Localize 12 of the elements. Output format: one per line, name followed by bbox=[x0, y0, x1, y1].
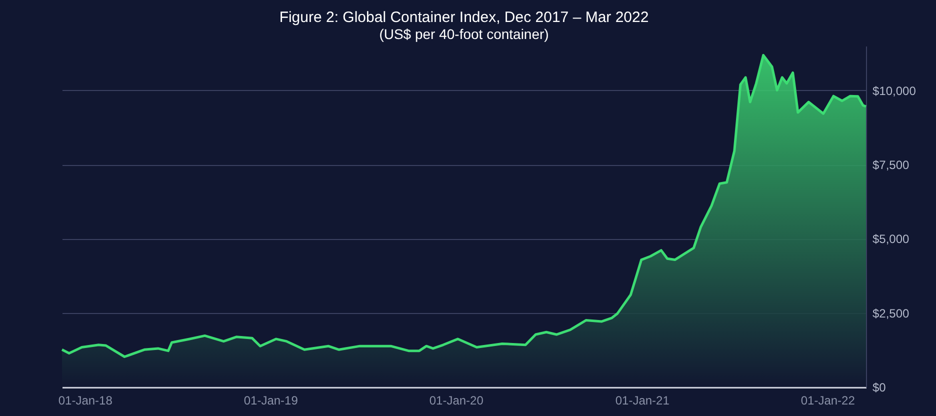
y-tick-label: $0 bbox=[872, 380, 886, 394]
chart-title: Figure 2: Global Container Index, Dec 2017 – Mar 2022 bbox=[279, 9, 649, 26]
x-tick-label: 01-Jan-19 bbox=[244, 394, 298, 408]
y-tick-label: $5,000 bbox=[872, 232, 910, 246]
chart-subtitle: (US$ per 40-foot container) bbox=[379, 26, 549, 42]
y-tick-label: $10,000 bbox=[872, 84, 916, 98]
y-tick-label: $2,500 bbox=[872, 306, 910, 320]
x-tick-label: 01-Jan-18 bbox=[58, 394, 113, 408]
x-tick-label: 01-Jan-21 bbox=[615, 394, 670, 408]
x-tick-label: 01-Jan-22 bbox=[800, 394, 856, 408]
x-tick-label: 01-Jan-20 bbox=[429, 394, 484, 408]
y-tick-label: $7,500 bbox=[872, 158, 910, 172]
